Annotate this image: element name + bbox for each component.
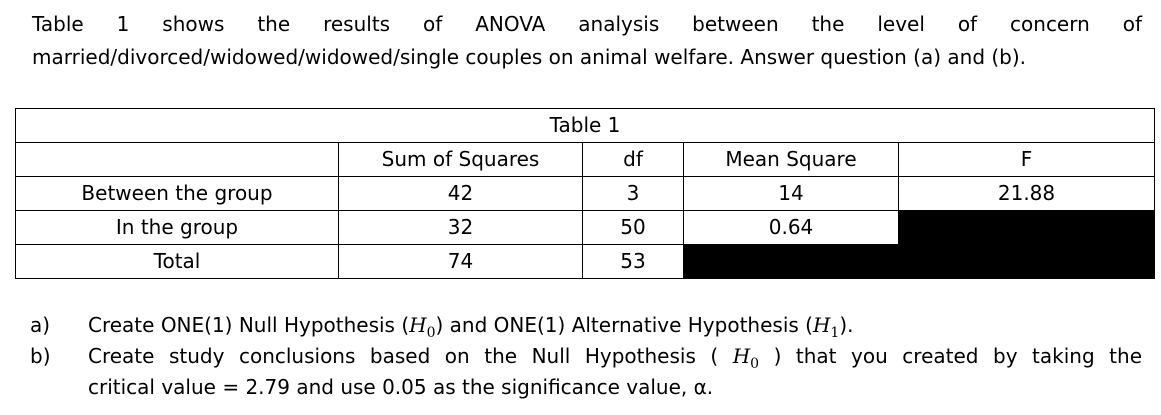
header-df: df [582, 142, 684, 177]
header-f: F [897, 142, 1156, 177]
mean-square-cell: 0.64 [683, 210, 899, 245]
row-label: Between the group [15, 176, 339, 211]
question-list: a) Create ONE(1) Null Hypothesis (H0) an… [30, 310, 1142, 403]
df-cell: 3 [582, 176, 684, 211]
intro-paragraph: Table 1 shows the results of ANOVA analy… [32, 8, 1142, 74]
f-cell: 21.88 [897, 176, 1156, 211]
sum-of-squares-cell: 32 [338, 210, 583, 245]
null-hypothesis-symbol: H0 [732, 344, 760, 372]
question-b: b) Create study conclusions based on the… [30, 341, 1142, 372]
question-a: a) Create ONE(1) Null Hypothesis (H0) an… [30, 310, 1142, 341]
redacted-total-cell [682, 244, 1156, 279]
question-a-part-3: ). [839, 313, 854, 337]
question-b-part-1: Create study conclusions based on the Nu… [88, 344, 719, 368]
redacted-f-cell [897, 210, 1156, 245]
header-cell-empty [15, 142, 339, 177]
row-label: Total [15, 244, 339, 279]
sum-of-squares-cell: 74 [338, 244, 583, 279]
question-a-part-2: ) and ONE(1) Alternative Hypothesis ( [435, 313, 813, 337]
df-cell: 53 [582, 244, 684, 279]
header-mean-square: Mean Square [683, 142, 899, 177]
question-a-part-1: Create ONE(1) Null Hypothesis ( [88, 313, 410, 337]
mean-square-cell: 14 [683, 176, 899, 211]
intro-line-2: married/divorced/widowed/widowed/single … [32, 45, 1027, 69]
table-header-row: Sum of Squares df Mean Square F [15, 142, 1156, 177]
intro-line-1: Table 1 shows the results of ANOVA analy… [32, 12, 1142, 36]
sum-of-squares-cell: 42 [338, 176, 583, 211]
anova-table: Table 1 Sum of Squares df Mean Square F … [14, 108, 1156, 279]
header-sum-of-squares: Sum of Squares [338, 142, 583, 177]
question-b-line-2: critical value = 2.79 and use 0.05 as th… [88, 375, 714, 399]
df-cell: 50 [582, 210, 684, 245]
row-label: In the group [15, 210, 339, 245]
question-a-letter: a) [30, 313, 51, 337]
alternative-hypothesis-symbol: H1 [812, 313, 840, 341]
table-row: Total 74 53 [15, 244, 1156, 279]
table-caption-row: Table 1 [14, 108, 1156, 143]
question-b-part-2: ) that you created by taking the [773, 344, 1142, 368]
question-b-letter: b) [30, 344, 51, 368]
table-caption: Table 1 [14, 108, 1156, 143]
table-row: In the group 32 50 0.64 [15, 210, 1156, 245]
question-a-text: Create ONE(1) Null Hypothesis (H0) and O… [88, 310, 1142, 341]
table-row: Between the group 42 3 14 21.88 [15, 176, 1156, 211]
null-hypothesis-symbol: H0 [409, 313, 436, 341]
question-b-text: Create study conclusions based on the Nu… [88, 341, 1142, 372]
